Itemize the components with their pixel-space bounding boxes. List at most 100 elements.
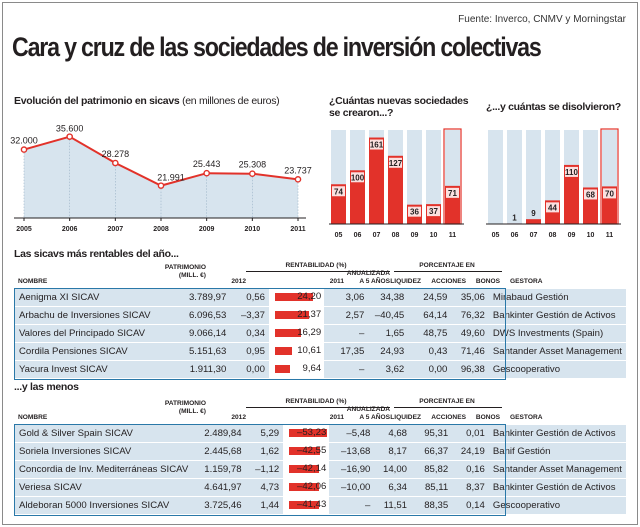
cell-nombre: Valores del Principado SICAV bbox=[13, 324, 177, 343]
bar-label-bg bbox=[332, 186, 345, 197]
bar bbox=[350, 170, 365, 224]
rentabilidad-bar bbox=[289, 483, 320, 491]
rentabilidad-bar bbox=[274, 365, 291, 373]
data-point bbox=[112, 159, 119, 167]
rentabilidad-2011-value: –53,23 bbox=[297, 427, 327, 438]
header-anualizada: ANUALIZADA A 5 AÑOS bbox=[346, 406, 390, 421]
cell-nombre: Concordia de Inv. Mediterráneas SICAV bbox=[14, 460, 194, 479]
bar-label-bg bbox=[565, 166, 578, 177]
data-point bbox=[294, 176, 302, 183]
tick-label: 08 bbox=[392, 232, 400, 239]
table-row: Cordila Pensiones SICAV 5.151,63 0,95 10,61… bbox=[13, 342, 626, 361]
cell-gestora: Bankinter Gestión de Activos bbox=[488, 306, 626, 325]
cell-gestora: Santander Asset Management bbox=[488, 342, 626, 361]
cell-2012: –3,37 bbox=[230, 306, 269, 325]
cell-anualizada: 2,57 bbox=[324, 306, 369, 325]
cell-anualizada: –10,00 bbox=[329, 478, 375, 497]
bar-label: 68 bbox=[586, 190, 595, 199]
bar-background bbox=[488, 130, 503, 224]
cell-liquidez: 3,62 bbox=[368, 360, 409, 379]
cell-2012: 0,00 bbox=[230, 360, 269, 379]
cell-gestora: Gescooperativo bbox=[488, 360, 626, 379]
data-label: 25.443 bbox=[193, 159, 221, 169]
bar-label: 110 bbox=[565, 168, 578, 177]
cell-nombre: Aenigma XI SICAV bbox=[13, 289, 177, 307]
bar-label-bg bbox=[427, 206, 440, 217]
cell-acciones: 24,59 bbox=[408, 289, 452, 307]
patrimonio-title: Evolución del patrimonio en sicavs bbox=[14, 95, 180, 107]
bar bbox=[369, 137, 384, 224]
cell-bonos: 76,32 bbox=[451, 306, 489, 325]
data-label: 25.308 bbox=[239, 160, 267, 170]
tick-label: 2010 bbox=[245, 226, 261, 233]
disueltas-heading: ¿...y cuántas se disolvieron? bbox=[486, 101, 621, 113]
tick-label: 2011 bbox=[290, 226, 305, 233]
rentabilidad-bar bbox=[289, 429, 328, 437]
data-label: 21.991 bbox=[157, 173, 185, 183]
cell-patrimonio: 9.066,14 bbox=[176, 324, 231, 343]
cell-anualizada: – bbox=[324, 324, 369, 343]
bar-label-bg bbox=[389, 157, 402, 168]
cell-nombre: Aldeboran 5000 Inversiones SICAV bbox=[14, 496, 194, 515]
cell-patrimonio: 5.151,63 bbox=[176, 342, 231, 361]
cell-2011: –42,55 bbox=[283, 442, 330, 461]
data-point bbox=[249, 170, 256, 177]
bar-label: 100 bbox=[351, 173, 365, 182]
data-label: 28.278 bbox=[102, 149, 130, 159]
tick-label: 06 bbox=[354, 232, 362, 239]
cell-liquidez: –40,45 bbox=[368, 306, 409, 325]
nuevas-title-line-2: se crearon...? bbox=[329, 107, 394, 119]
tick-label: 07 bbox=[530, 232, 538, 239]
cell-2011: –53,23 bbox=[283, 425, 330, 443]
bar-label-bg bbox=[584, 189, 597, 200]
header-liquidez: LIQUIDEZ bbox=[390, 414, 421, 421]
cell-2012: 0,95 bbox=[230, 342, 269, 361]
tick-label: 05 bbox=[492, 232, 500, 239]
header-2011: 2011 bbox=[329, 278, 344, 285]
cell-acciones: 0,00 bbox=[408, 360, 452, 379]
cell-bonos: 96,38 bbox=[451, 360, 489, 379]
area-fill bbox=[24, 136, 298, 218]
bar-label: 74 bbox=[334, 187, 343, 196]
nuevas-title-line-1: ¿Cuántas nuevas sociedades bbox=[329, 95, 469, 107]
rentables-title: Las sicavs más rentables del año... bbox=[14, 248, 179, 260]
cell-gestora: Gescooperativo bbox=[488, 496, 626, 515]
cell-2011: –41,43 bbox=[283, 496, 330, 515]
tick-label: 09 bbox=[411, 232, 419, 239]
header-gestora: GESTORA bbox=[510, 278, 543, 285]
cell-gestora: Banif Gestión bbox=[488, 442, 626, 461]
cell-gestora: Mirabaud Gestión bbox=[488, 289, 626, 307]
cell-bonos: 0,01 bbox=[452, 425, 489, 443]
header-acciones: ACCIONES bbox=[431, 278, 466, 285]
header-bonos: BONOS bbox=[475, 278, 500, 285]
rentabilidad-bar bbox=[289, 465, 320, 473]
bar bbox=[526, 219, 541, 224]
cell-acciones: 66,37 bbox=[411, 442, 453, 461]
bottom-table: Gold & Silver Spain SICAV 2.489,84 5,29 –53… bbox=[14, 425, 626, 515]
cell-2012: 0,34 bbox=[230, 324, 269, 343]
cell-nombre: Yacura Invest SICAV bbox=[13, 360, 177, 379]
rentabilidad-bar bbox=[289, 447, 320, 455]
disueltas-bar-chart: 05 1 06 9 07 44 08 110 09 68 10 70 11 bbox=[486, 128, 621, 239]
table-row: Aldeboran 5000 Inversiones SICAV 3.725,46… bbox=[14, 496, 626, 515]
cell-2012: 1,62 bbox=[245, 442, 284, 461]
header-patrimonio: PATRIMONIO (MILL. €) bbox=[164, 400, 206, 415]
bar-label-bg bbox=[446, 187, 459, 198]
cell-gestora: DWS Investments (Spain) bbox=[488, 324, 626, 343]
cell-bonos: 24,19 bbox=[452, 442, 489, 461]
bar-label-bg bbox=[408, 206, 421, 217]
cell-bonos: 35,06 bbox=[451, 289, 489, 307]
cell-bonos: 49,60 bbox=[451, 324, 489, 343]
page-title: Cara y cruz de las sociedades de inversi… bbox=[12, 32, 542, 62]
cell-2012: 0,56 bbox=[230, 289, 269, 307]
header-rentabilidad: RENTABILIDAD (%) bbox=[285, 398, 347, 405]
rentabilidad-2011-value: –42,55 bbox=[297, 445, 327, 456]
cell-bonos: 8,37 bbox=[452, 478, 489, 497]
cell-patrimonio: 3.789,97 bbox=[176, 289, 231, 307]
cell-liquidez: 24,93 bbox=[368, 342, 409, 361]
cell-gestora: Bankinter Gestión de Activos bbox=[488, 478, 626, 497]
header-patrimonio: PATRIMONIO (MILL. €) bbox=[164, 264, 206, 279]
bar-label-bg bbox=[603, 188, 616, 199]
cell-acciones: 0,43 bbox=[408, 342, 452, 361]
